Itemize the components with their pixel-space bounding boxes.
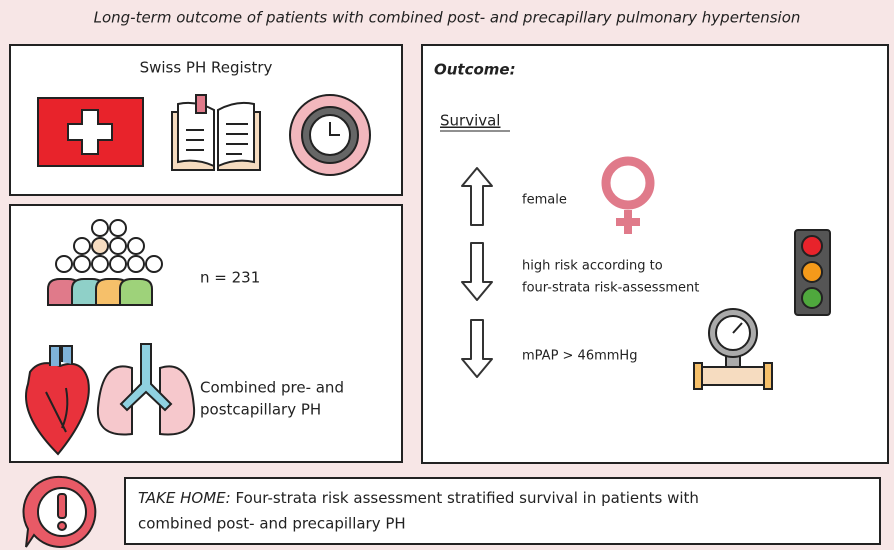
phenotype-line: Combined pre- and (200, 379, 344, 397)
down-arrow (461, 319, 493, 378)
lungs-icon (96, 343, 196, 436)
swiss-flag-icon (37, 97, 144, 167)
people-icon (47, 219, 163, 306)
gauge-icon (693, 308, 773, 390)
up-arrow (461, 167, 493, 226)
take-home-line: TAKE HOME: Four-strata risk assessment s… (138, 489, 699, 507)
take-home-text: Four-strata risk assessment stratified s… (235, 489, 698, 507)
factor-label: mPAP > 46mmHg (522, 349, 637, 364)
factor-label: high risk according to (522, 259, 663, 274)
phenotype-line: postcapillary PH (200, 401, 321, 419)
female-icon (601, 156, 655, 234)
factor-label: female (522, 193, 567, 208)
cohort-size: n = 231 (200, 269, 260, 287)
factor-label: four-strata risk-assessment (522, 281, 699, 296)
take-home-box (124, 477, 881, 545)
outcome-subheading: Survival (440, 112, 500, 130)
traffic-light-icon (794, 229, 831, 316)
title: Long-term outcome of patients with combi… (94, 9, 801, 27)
alert-icon (22, 475, 97, 548)
heart-icon (25, 345, 90, 456)
book-icon (171, 94, 261, 171)
clock-icon (289, 94, 371, 176)
down-arrow (461, 242, 493, 301)
take-home-label: TAKE HOME: (138, 489, 231, 507)
take-home-line: combined post- and precapillary PH (138, 515, 406, 533)
registry-label: Swiss PH Registry (140, 59, 273, 77)
outcome-heading: Outcome: (434, 61, 516, 79)
